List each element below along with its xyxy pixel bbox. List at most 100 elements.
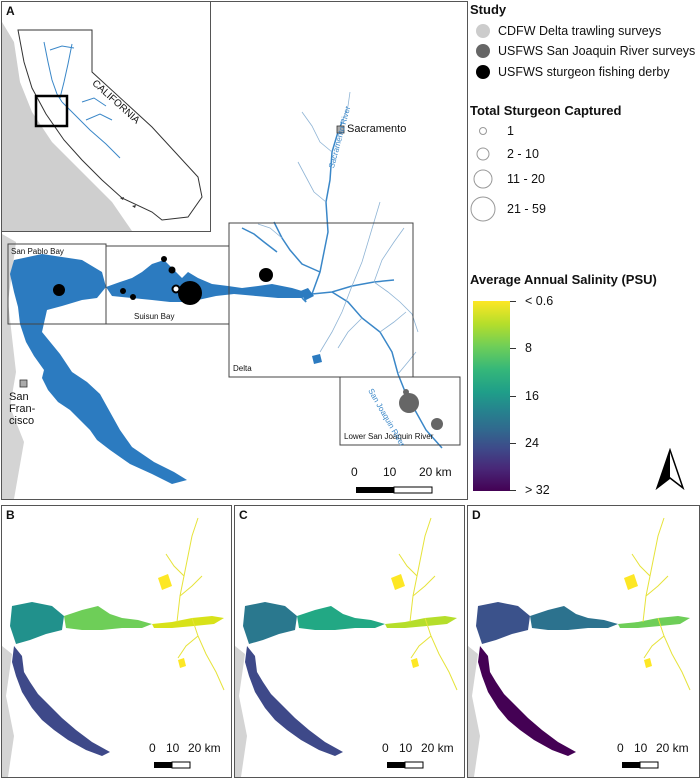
legend-study-sjr-label: USFWS San Joaquin River surveys: [498, 44, 696, 58]
delta-d-channels: [631, 517, 691, 691]
salinity-ramp: [473, 301, 510, 491]
scale-bar-a: [356, 486, 433, 494]
panel-d-map: [468, 517, 691, 777]
sample-points: [53, 256, 443, 430]
box-lower-sjr: [339, 376, 461, 446]
bay-c-south: [245, 646, 343, 756]
bay-c-pablo: [243, 602, 297, 644]
scale-a-0: 0: [351, 465, 358, 479]
suisun-bay-water: [106, 260, 312, 302]
delta-b-lake: [158, 574, 172, 590]
panel-c-map: [235, 517, 458, 777]
legend-size-title: Total Sturgeon Captured: [470, 103, 622, 118]
size-circle-4: [470, 196, 496, 222]
ramp-label-0: < 0.6: [525, 294, 554, 308]
scale-bar-d-white: [639, 761, 659, 769]
sjr-swatch: [476, 44, 490, 58]
sf-marker: [19, 379, 28, 388]
bay-d-south: [478, 646, 576, 756]
panel-b: B 0 10 20 km: [1, 505, 232, 778]
delta-c-lake: [391, 574, 405, 590]
derby-point: [161, 256, 167, 262]
delta-minor-channels: [257, 91, 419, 375]
delta-c: [385, 616, 457, 628]
scale-c-10: 10: [399, 741, 413, 755]
panel-a-label-overlay: A: [6, 4, 15, 18]
scale-a-20: 20 km: [419, 465, 452, 479]
size-label-3: 11 - 20: [507, 172, 545, 186]
panel-b-label: B: [6, 508, 15, 522]
legend-study-cdfw-label: CDFW Delta trawling surveys: [498, 24, 662, 38]
size-label-2: 2 - 10: [507, 147, 539, 161]
delta-c-channels: [398, 517, 458, 691]
ramp-label-1: 8: [525, 341, 532, 355]
scale-d-10: 10: [634, 741, 648, 755]
size-label-1: 1: [507, 124, 514, 138]
bay-b-suisun: [64, 606, 152, 630]
label-sacramento: Sacramento: [347, 123, 407, 135]
panel-b-map: [2, 517, 225, 777]
inset-land: [2, 22, 132, 231]
legend-study-sjr: USFWS San Joaquin River surveys: [476, 44, 695, 58]
delta-c-lake-2: [411, 658, 419, 668]
scale-b-0: 0: [149, 741, 156, 755]
bay-c-suisun: [297, 606, 385, 630]
delta-b-lake-2: [178, 658, 186, 668]
land-d: [468, 646, 480, 777]
delta-b-channels: [165, 517, 225, 691]
box-delta: [228, 222, 414, 378]
panel-d-label: D: [472, 508, 481, 522]
scale-b-20: 20 km: [188, 741, 221, 755]
size-label-4: 21 - 59: [507, 202, 546, 216]
ramp-tick: [510, 443, 516, 444]
derby-point: [120, 288, 126, 294]
inset-map: CALIFORNIA: [2, 2, 211, 232]
label-lower-sjr: Lower San Joaquin River: [344, 432, 434, 441]
ramp-label-2: 16: [525, 389, 539, 403]
size-circle-2: [476, 147, 490, 161]
delta-lake-2: [312, 354, 322, 364]
label-suisun-bay: Suisun Bay: [134, 312, 175, 321]
scale-c-20: 20 km: [421, 741, 454, 755]
label-sf-1: San: [9, 391, 29, 403]
inset-svg: [2, 22, 203, 231]
north-arrow-icon: [655, 448, 685, 491]
scale-bar-c-black: [387, 762, 405, 768]
inset-islands: [120, 197, 136, 208]
legend-study-cdfw: CDFW Delta trawling surveys: [476, 24, 661, 38]
sjr-point: [399, 393, 419, 413]
bay-b-pablo: [10, 602, 64, 644]
scale-bar-c-white: [404, 761, 424, 769]
panel-a-map: [2, 91, 461, 499]
bay-d-pablo: [476, 602, 530, 644]
derby-swatch: [476, 65, 490, 79]
ramp-tick: [510, 396, 516, 397]
ramp-tick: [510, 301, 516, 302]
size-circle-1: [479, 127, 487, 135]
derby-point: [53, 284, 65, 296]
scale-c-0: 0: [382, 741, 389, 755]
scale-d-0: 0: [617, 741, 624, 755]
bay-d-suisun: [530, 606, 618, 630]
delta-lake: [298, 288, 314, 300]
delta-b: [152, 616, 224, 628]
sjr-point: [431, 418, 443, 430]
scale-bar-b-black: [154, 762, 172, 768]
scale-bar-d-black: [622, 762, 640, 768]
scale-b-10: 10: [166, 741, 180, 755]
panel-c-label: C: [239, 508, 248, 522]
label-sf-3: cisco: [9, 415, 35, 427]
derby-point: [168, 266, 176, 274]
scale-d-20: 20 km: [656, 741, 689, 755]
land-b: [2, 646, 14, 777]
label-sf-2: Fran-: [9, 403, 36, 415]
land-c: [235, 646, 247, 777]
legend: Study CDFW Delta trawling surveys USFWS …: [470, 0, 700, 505]
ramp-label-3: 24: [525, 436, 539, 450]
legend-study-derby: USFWS sturgeon fishing derby: [476, 65, 670, 79]
size-circle-3: [473, 169, 493, 189]
label-san-pablo-bay: San Pablo Bay: [11, 247, 64, 256]
bay-b-south: [12, 646, 110, 756]
bay-water: [10, 254, 187, 484]
panel-d: D 0 10 20 km: [467, 505, 700, 778]
